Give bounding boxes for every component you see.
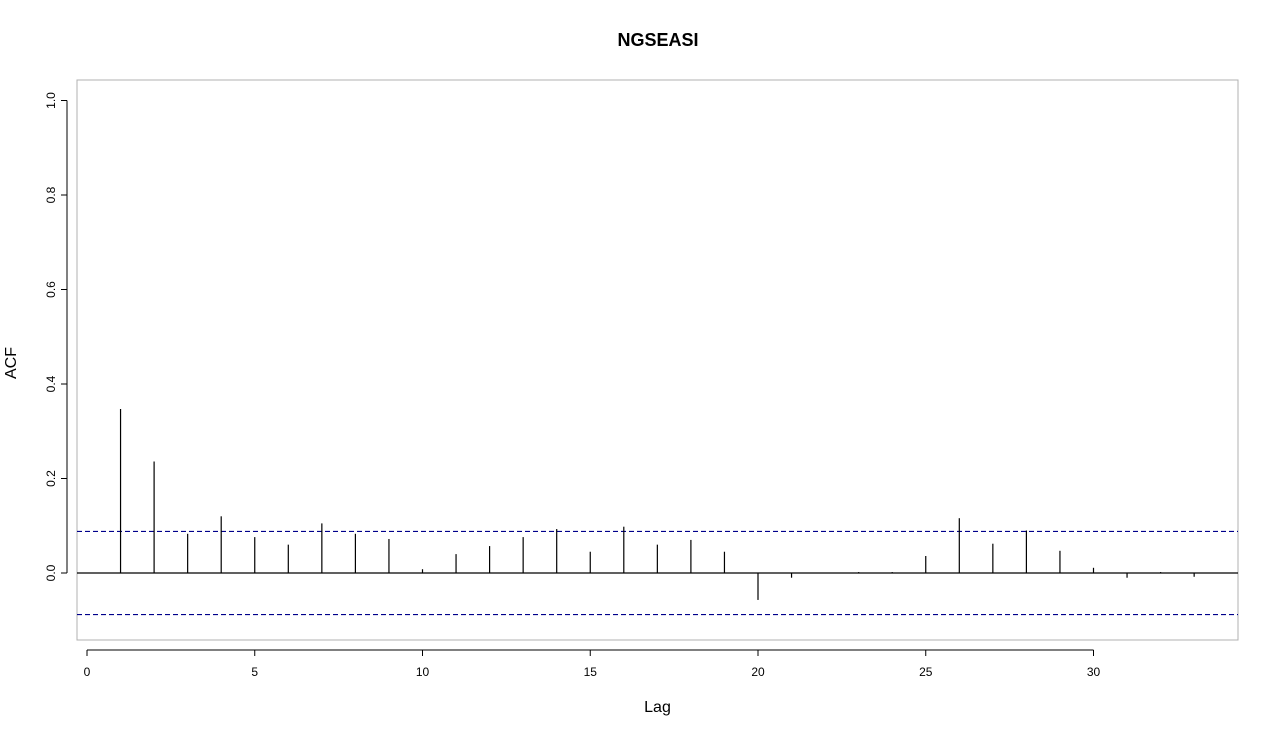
x-tick-label: 15 — [584, 665, 598, 679]
plot-frame — [76, 79, 1239, 641]
acf-marks — [77, 409, 1238, 616]
chart-title: NGSEASI — [617, 30, 699, 50]
y-tick-label: 0.2 — [44, 470, 58, 487]
x-tick-label: 5 — [251, 665, 258, 679]
x-tick-label: 10 — [416, 665, 430, 679]
x-tick-label: 30 — [1087, 665, 1101, 679]
y-axis-label: ACF — [3, 347, 20, 379]
y-tick-label: 0.4 — [44, 375, 58, 392]
y-tick-label: 0.0 — [44, 564, 58, 581]
x-axis: 0 5 10 15 20 25 30 — [84, 649, 1101, 679]
x-tick-label: 25 — [919, 665, 933, 679]
y-tick-label: 1.0 — [44, 92, 58, 109]
x-tick-label: 20 — [751, 665, 765, 679]
y-tick-label: 0.8 — [44, 186, 58, 203]
x-tick-label: 0 — [84, 665, 91, 679]
y-axis: 0.0 0.2 0.4 0.6 0.8 1.0 — [44, 92, 68, 581]
y-tick-label: 0.6 — [44, 281, 58, 298]
x-axis-label: Lag — [644, 699, 671, 716]
